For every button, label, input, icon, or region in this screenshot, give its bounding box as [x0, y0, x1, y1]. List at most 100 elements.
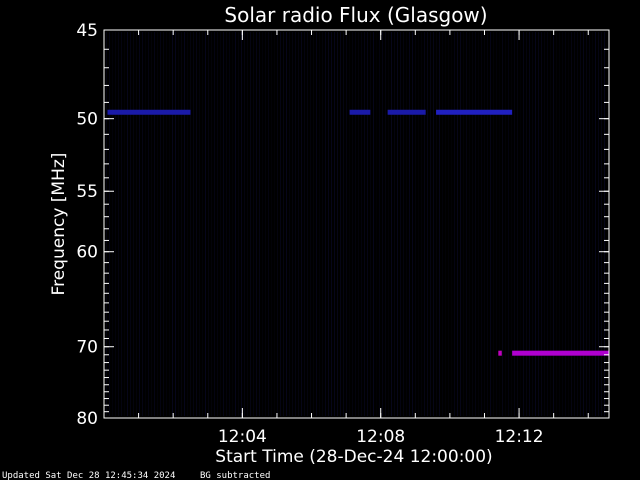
noise-column — [454, 32, 455, 416]
x-axis-label: Start Time (28-Dec-24 12:00:00) — [215, 447, 492, 467]
y-axis-label: Frequency [MHz] — [49, 153, 69, 296]
noise-column — [430, 32, 431, 416]
noise-column — [142, 32, 143, 416]
noise-column — [220, 32, 221, 416]
noise-column — [139, 32, 140, 416]
plot-frame — [103, 29, 610, 419]
noise-column — [337, 32, 338, 416]
noise-column — [163, 32, 164, 416]
noise-column — [550, 32, 551, 416]
noise-column — [253, 32, 254, 416]
noise-column — [475, 32, 476, 416]
noise-column — [313, 32, 314, 416]
noise-column — [193, 32, 194, 416]
noise-column — [580, 32, 581, 416]
noise-column — [190, 32, 191, 416]
noise-column — [145, 32, 146, 416]
noise-column — [589, 32, 590, 416]
noise-column — [496, 32, 497, 416]
noise-column — [520, 32, 521, 416]
noise-column — [265, 32, 266, 416]
noise-column — [451, 32, 452, 416]
noise-column — [583, 32, 584, 416]
noise-column — [541, 32, 542, 416]
noise-column — [244, 32, 245, 416]
emission-band — [512, 350, 609, 356]
noise-column — [532, 32, 533, 416]
noise-column — [547, 32, 548, 416]
noise-column — [199, 32, 200, 416]
noise-column — [184, 32, 185, 416]
y-tick-label: 60 — [76, 243, 98, 263]
noise-column — [325, 32, 326, 416]
noise-column — [478, 32, 479, 416]
noise-column — [316, 32, 317, 416]
noise-column — [169, 32, 170, 416]
noise-column — [568, 32, 569, 416]
noise-column — [250, 32, 251, 416]
noise-column — [355, 32, 356, 416]
noise-column — [463, 32, 464, 416]
noise-column — [604, 32, 605, 416]
noise-column — [118, 32, 119, 416]
noise-column — [361, 32, 362, 416]
noise-column — [202, 32, 203, 416]
noise-column — [115, 32, 116, 416]
emission-band — [349, 109, 371, 115]
noise-column — [391, 32, 392, 416]
noise-column — [364, 32, 365, 416]
noise-column — [523, 32, 524, 416]
noise-column — [217, 32, 218, 416]
noise-column — [196, 32, 197, 416]
noise-column — [415, 32, 416, 416]
noise-column — [418, 32, 419, 416]
emission-bands — [107, 109, 609, 356]
noise-column — [469, 32, 470, 416]
noise-column — [394, 32, 395, 416]
noise-column — [427, 32, 428, 416]
noise-column — [223, 32, 224, 416]
noise-column — [409, 32, 410, 416]
noise-column — [508, 32, 509, 416]
noise-column — [286, 32, 287, 416]
noise-column — [448, 32, 449, 416]
noise-column — [178, 32, 179, 416]
noise-column — [340, 32, 341, 416]
noise-column — [331, 32, 332, 416]
noise-column — [544, 32, 545, 416]
noise-column — [292, 32, 293, 416]
noise-column — [121, 32, 122, 416]
noise-column — [112, 32, 113, 416]
noise-column — [400, 32, 401, 416]
noise-column — [136, 32, 137, 416]
noise-column — [367, 32, 368, 416]
noise-column — [124, 32, 125, 416]
noise-column — [349, 32, 350, 416]
noise-column — [235, 32, 236, 416]
noise-column — [298, 32, 299, 416]
footer-bg-note: BG subtracted — [200, 471, 270, 480]
noise-column — [403, 32, 404, 416]
noise-column — [373, 32, 374, 416]
noise-column — [280, 32, 281, 416]
noise-column — [514, 32, 515, 416]
noise-column — [460, 32, 461, 416]
noise-column — [271, 32, 272, 416]
noise-column — [484, 32, 485, 416]
noise-column — [457, 32, 458, 416]
noise-column — [205, 32, 206, 416]
footer-updated: Updated Sat Dec 28 12:45:34 2024 — [2, 471, 175, 480]
noise-column — [571, 32, 572, 416]
noise-column — [346, 32, 347, 416]
noise-column — [310, 32, 311, 416]
noise-column — [556, 32, 557, 416]
noise-column — [352, 32, 353, 416]
noise-column — [565, 32, 566, 416]
noise-column — [160, 32, 161, 416]
noise-column — [379, 32, 380, 416]
noise-column — [442, 32, 443, 416]
noise-column — [511, 32, 512, 416]
noise-column — [148, 32, 149, 416]
noise-column — [274, 32, 275, 416]
